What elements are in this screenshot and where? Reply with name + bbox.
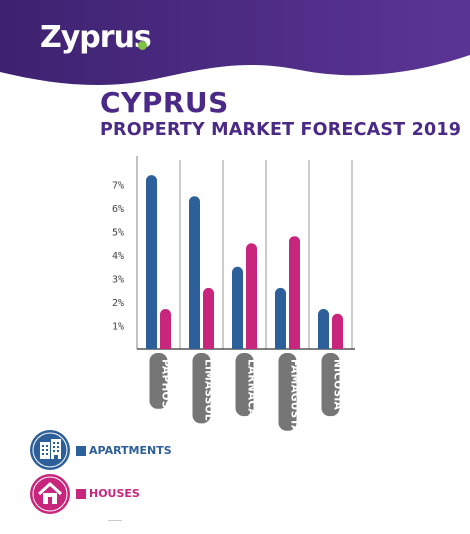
- category-label: LARNACA: [246, 359, 258, 417]
- bar-apartments-larnaca: [232, 266, 243, 349]
- y-tick-label: 1%: [112, 322, 124, 333]
- y-tick-label: 2%: [112, 298, 124, 309]
- legend-swatch-apartments: [76, 446, 86, 456]
- bar-apartments-nicosia: [318, 309, 329, 349]
- category-label: PAPHOS: [160, 359, 172, 409]
- y-tick-label: 6%: [112, 204, 124, 215]
- category-label: NICOSIA: [332, 359, 344, 411]
- category-label-bg: [149, 353, 168, 409]
- y-tick-label: 3%: [112, 275, 124, 286]
- y-tick-label: 5%: [112, 228, 124, 239]
- category-label-bg: [192, 353, 211, 424]
- brand-logo[interactable]: Zyprus: [40, 20, 152, 55]
- bar-apartments-limassol: [189, 196, 200, 349]
- legend-label-apartments: APARTMENTS: [89, 444, 172, 457]
- bar-houses-limassol: [203, 287, 214, 349]
- bar-houses-paphos: [160, 309, 171, 349]
- bar-apartments-paphos: [146, 175, 157, 349]
- category-label-bg: [321, 353, 340, 417]
- category-label-bg: [235, 353, 254, 417]
- bar-houses-famagusta: [289, 236, 300, 349]
- y-tick-label: 4%: [112, 251, 124, 262]
- category-label: FAMAGUSTA: [289, 359, 301, 434]
- y-tick-label: 7%: [112, 181, 124, 192]
- house-icon: [30, 474, 70, 514]
- legend-swatch-houses: [76, 489, 86, 499]
- header-banner: [0, 0, 470, 86]
- bar-houses-larnaca: [246, 243, 258, 349]
- building-icon: [30, 430, 70, 470]
- bar-houses-nicosia: [332, 313, 343, 349]
- bar-apartments-famagusta: [275, 287, 286, 349]
- category-label-bg: [278, 353, 297, 431]
- divider: [108, 520, 122, 521]
- legend-label-houses: HOUSES: [89, 487, 140, 500]
- chart-subtitle: PROPERTY MARKET FORECAST 2019: [100, 120, 462, 140]
- category-label: LIMASSOL: [203, 359, 215, 421]
- chart-title: CYPRUS: [100, 86, 229, 119]
- logo-dot: [138, 41, 147, 50]
